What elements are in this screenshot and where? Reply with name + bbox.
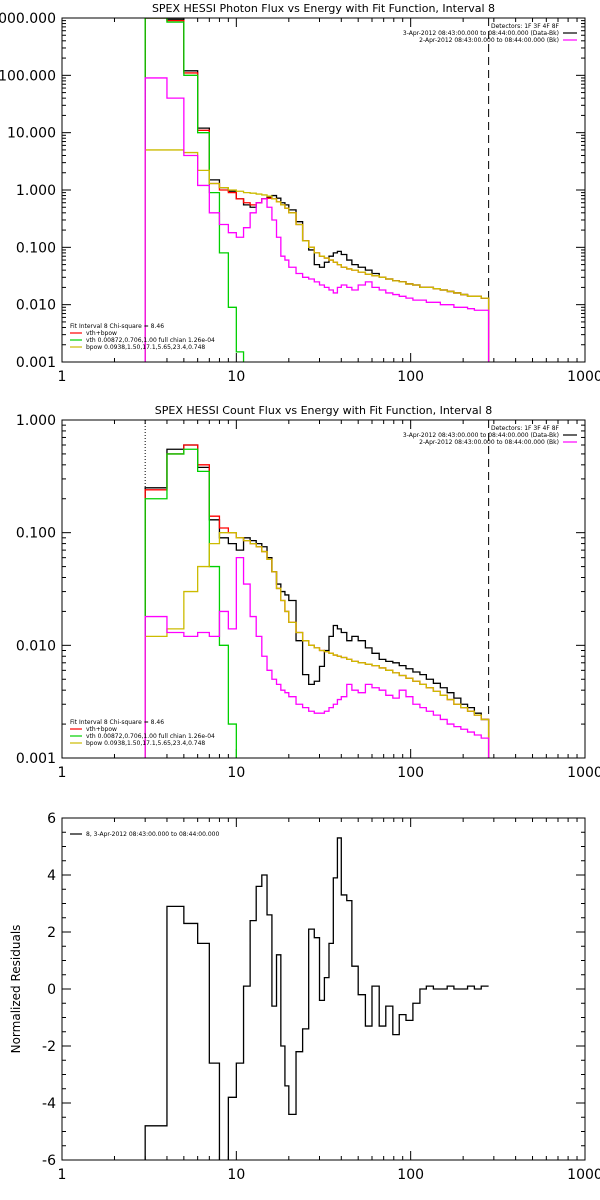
series-line-fit_total	[144, 18, 490, 362]
y-tick-label: 0.100	[16, 240, 56, 256]
legend-text: Fit Interval 8 Chi-square = 8.46	[70, 719, 164, 726]
series-line-background_series	[144, 77, 490, 362]
y-tick-label: 0.100	[16, 526, 56, 542]
y-tick-label: 6	[47, 811, 56, 827]
y-tick-label: 0.010	[16, 638, 56, 654]
plot-area	[144, 18, 490, 362]
legend-text: 3-Apr-2012 08:43:00.000 to 08:44:00.000 …	[403, 432, 559, 439]
series-line-bpow	[144, 532, 490, 758]
x-tick-label: 100	[397, 765, 424, 781]
chart-title: SPEX HESSI Count Flux vs Energy with Fit…	[155, 404, 492, 417]
y-tick-label: 0.001	[16, 751, 56, 767]
series-line-vth	[144, 18, 490, 362]
y-tick-label: 4	[47, 868, 56, 884]
plot-area	[144, 837, 489, 1160]
y-tick-label: -4	[42, 1096, 56, 1112]
legend-text: 2-Apr-2012 08:43:00.000 to 08:44:00.000 …	[419, 37, 559, 44]
y-tick-label: 0.001	[16, 355, 56, 371]
x-tick-label: 100	[397, 1167, 424, 1183]
y-tick-label: 1000.000	[0, 11, 56, 27]
legend-text: Detectors: 1F 3F 4F 8F	[491, 23, 560, 30]
chart-title: SPEX HESSI Photon Flux vs Energy with Fi…	[152, 2, 495, 15]
x-tick-label: 10	[227, 765, 245, 781]
plot-area	[144, 444, 490, 758]
x-tick-label: 1000	[567, 369, 600, 385]
y-tick-label: 1.000	[16, 413, 56, 429]
y-tick-label: 100.000	[0, 68, 56, 84]
legend-text: vth+bpow	[86, 330, 117, 337]
plot-frame	[61, 419, 586, 759]
plot-frame	[61, 17, 586, 363]
legend-text: vth 0.00872,0.706,1.00 full chian 1.26e-…	[86, 733, 215, 740]
legend-text: vth 0.00872,0.706,1.00 full chian 1.26e-…	[86, 337, 215, 344]
legend-text: 2-Apr-2012 08:43:00.000 to 08:44:00.000 …	[419, 439, 559, 446]
x-tick-label: 1	[58, 765, 67, 781]
chart-count: SPEX HESSI Count Flux vs Energy with Fit…	[16, 404, 600, 781]
x-tick-label: 1000	[567, 1167, 600, 1183]
plot-frame	[61, 817, 586, 1161]
x-tick-label: 10	[227, 1167, 245, 1183]
legend-text: 8, 3-Apr-2012 08:43:00.000 to 08:44:00.0…	[86, 831, 219, 838]
legend-bottom-left: Fit Interval 8 Chi-square = 8.46vth+bpow…	[70, 323, 215, 351]
legend-text: Detectors: 1F 3F 4F 8F	[491, 425, 560, 432]
y-tick-label: 0.010	[16, 298, 56, 314]
y-axis-label: Normalized Residuals	[9, 925, 23, 1054]
legend-text: Fit Interval 8 Chi-square = 8.46	[70, 323, 164, 330]
x-tick-label: 1	[58, 1167, 67, 1183]
series-line-data	[144, 18, 490, 362]
legend-bottom-left: Fit Interval 8 Chi-square = 8.46vth+bpow…	[70, 719, 215, 747]
series-line-bpow	[144, 149, 490, 362]
chart-photon: SPEX HESSI Photon Flux vs Energy with Fi…	[0, 2, 600, 385]
y-tick-label: 2	[47, 925, 56, 941]
series-line-fit_total	[144, 444, 490, 758]
x-tick-label: 1000	[567, 765, 600, 781]
legend-text: bpow 0.0938,1.50,17.1,5.65,23.4,0.748	[86, 344, 205, 351]
legend-text: 3-Apr-2012 08:43:00.000 to 08:44:00.000 …	[403, 30, 559, 37]
chart-residuals: Normalized Residuals 1 10 100 1000 -6 -4 -2 0 2 4 6…	[9, 811, 600, 1183]
legend-top-right: Detectors: 1F 3F 4F 8F3-Apr-2012 08:43:0…	[403, 425, 577, 446]
series-line-data	[144, 837, 489, 1160]
legend-text: vth+bpow	[86, 726, 117, 733]
y-tick-label: 1.000	[16, 183, 56, 199]
legend-text: bpow 0.0938,1.50,17.1,5.65,23.4,0.748	[86, 740, 205, 747]
series-line-vth	[144, 448, 490, 758]
y-tick-label: -6	[42, 1153, 56, 1169]
series-line-background_series	[144, 557, 490, 758]
legend-top-left: 8, 3-Apr-2012 08:43:00.000 to 08:44:00.0…	[70, 831, 219, 838]
legend-top-right: Detectors: 1F 3F 4F 8F3-Apr-2012 08:43:0…	[403, 23, 577, 44]
y-tick-label: 0	[47, 982, 56, 998]
x-tick-label: 100	[397, 369, 424, 385]
y-tick-label: 10.000	[7, 126, 56, 142]
y-tick-label: -2	[42, 1039, 56, 1055]
x-tick-label: 10	[227, 369, 245, 385]
x-tick-label: 1	[58, 369, 67, 385]
series-line-data	[144, 444, 490, 758]
